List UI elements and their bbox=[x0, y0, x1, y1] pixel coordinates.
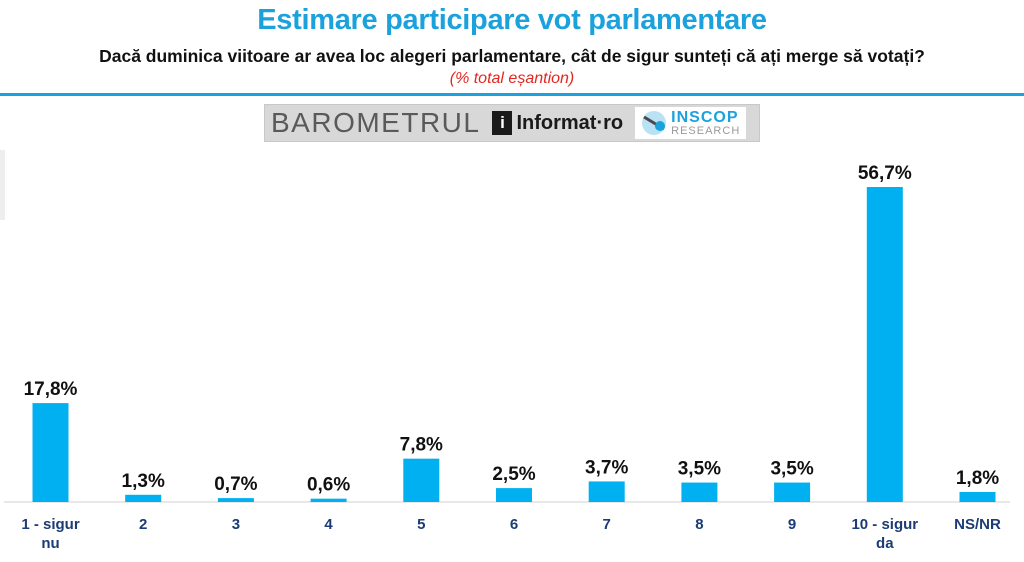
bar bbox=[866, 187, 903, 502]
data-label: 0,7% bbox=[214, 474, 257, 495]
bar bbox=[496, 488, 532, 502]
category-label: NS/NR bbox=[954, 516, 1001, 533]
category-label: 2 bbox=[139, 516, 147, 533]
data-label: 2,5% bbox=[492, 464, 535, 485]
informat-logo-mark: i bbox=[492, 111, 513, 135]
informat-logo-text: Informat·ro bbox=[516, 111, 624, 134]
category-label: 4 bbox=[324, 516, 333, 533]
chart-title: Estimare participare vot parlamentare bbox=[257, 4, 767, 36]
data-label: 0,6% bbox=[307, 475, 350, 496]
category-label: nu bbox=[41, 535, 59, 552]
category-label: 7 bbox=[603, 516, 611, 533]
data-label: 1,8% bbox=[956, 468, 999, 489]
data-label: 17,8% bbox=[24, 379, 78, 400]
category-label: 8 bbox=[695, 516, 703, 533]
barometer-banner: BAROMETRUL i Informat·ro INSCOP RESEARCH bbox=[264, 104, 760, 142]
bar bbox=[774, 482, 811, 502]
bar bbox=[125, 494, 162, 502]
bar bbox=[403, 458, 440, 502]
survey-question: Dacă duminica viitoare ar avea loc alege… bbox=[99, 46, 925, 66]
data-label: 56,7% bbox=[858, 163, 912, 184]
banner-word: BAROMETRUL bbox=[271, 107, 481, 138]
data-label: 3,5% bbox=[678, 459, 721, 480]
data-label: 3,7% bbox=[585, 457, 628, 478]
informat-logo: i Informat·ro bbox=[492, 111, 623, 135]
sample-note: (% total eșantion) bbox=[449, 70, 575, 87]
category-label: 1 - sigur bbox=[21, 516, 80, 533]
inscop-name: INSCOP bbox=[671, 108, 739, 126]
category-label: 6 bbox=[510, 516, 518, 533]
header-divider bbox=[0, 93, 1024, 96]
category-label: 10 - sigur bbox=[851, 516, 918, 533]
inscop-logo: INSCOP RESEARCH bbox=[635, 107, 747, 139]
inscop-globe-icon bbox=[642, 111, 667, 135]
category-label: 3 bbox=[232, 516, 240, 533]
bar bbox=[217, 498, 254, 502]
data-label: 3,5% bbox=[770, 459, 813, 480]
bar bbox=[959, 492, 996, 502]
inscop-subtitle: RESEARCH bbox=[671, 124, 741, 137]
data-label: 7,8% bbox=[400, 435, 443, 456]
category-label: 5 bbox=[417, 516, 425, 533]
category-label: 9 bbox=[788, 516, 796, 533]
bar bbox=[32, 403, 69, 502]
category-label: da bbox=[876, 535, 894, 552]
bar bbox=[681, 482, 718, 502]
data-label: 1,3% bbox=[122, 471, 165, 492]
left-edge-mark bbox=[0, 150, 5, 220]
bar bbox=[588, 481, 625, 502]
bar bbox=[310, 498, 347, 502]
